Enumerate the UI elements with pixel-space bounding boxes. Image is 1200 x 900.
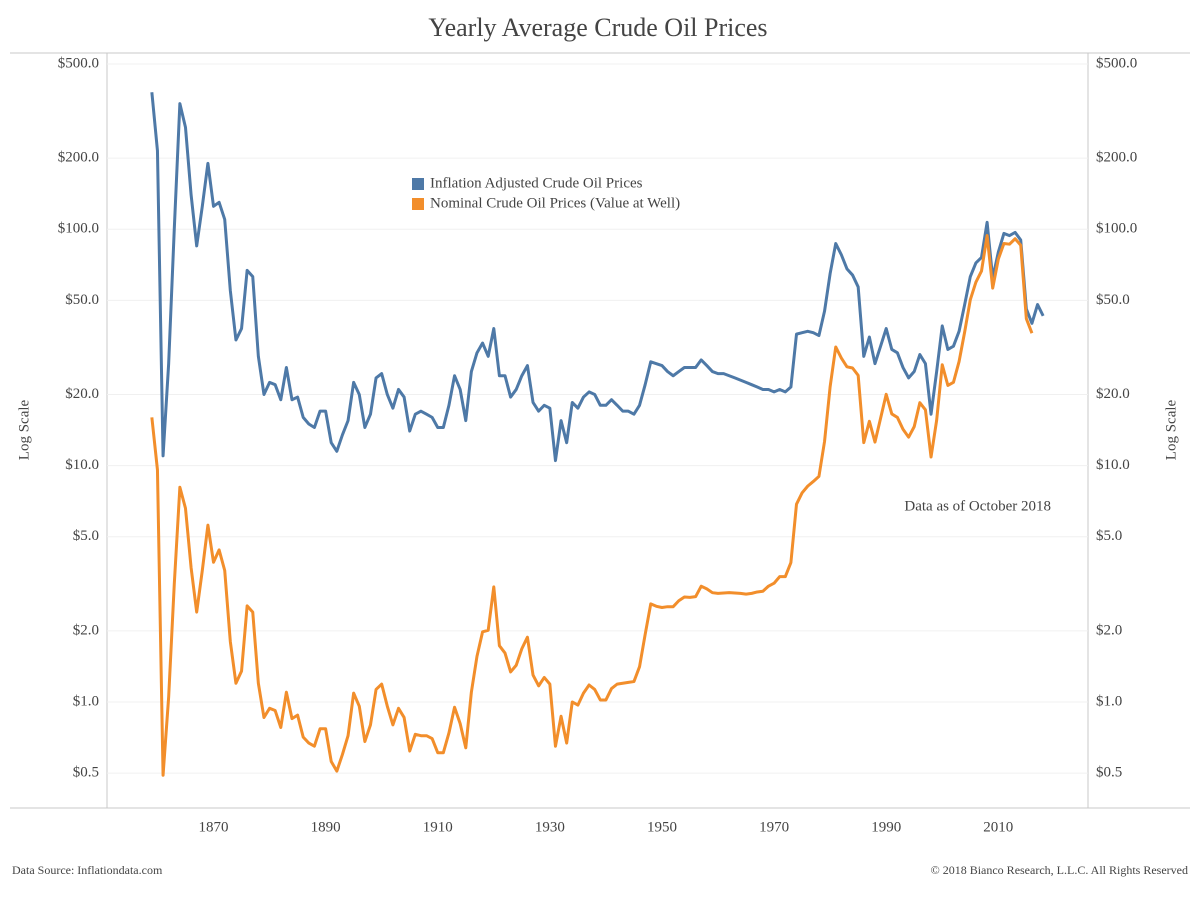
legend-swatch — [412, 178, 424, 190]
x-tick-label: 2010 — [983, 819, 1013, 835]
y2-tick-label: $500.0 — [1096, 55, 1137, 71]
y2-tick-label: $20.0 — [1096, 386, 1130, 402]
y2-tick-label: $2.0 — [1096, 622, 1122, 638]
y-tick-label: $20.0 — [65, 386, 99, 402]
y-tick-label: $0.5 — [73, 765, 99, 781]
y2-tick-label: $200.0 — [1096, 150, 1137, 166]
x-tick-label: 1930 — [535, 819, 565, 835]
y-tick-label: $500.0 — [58, 55, 99, 71]
y-tick-label: $10.0 — [65, 457, 99, 473]
legend-swatch — [412, 198, 424, 210]
x-tick-label: 1870 — [199, 819, 229, 835]
y2-tick-label: $0.5 — [1096, 765, 1122, 781]
y2-tick-label: $100.0 — [1096, 221, 1137, 237]
source: Data Source: Inflationdata.com — [12, 863, 163, 877]
x-tick-label: 1950 — [647, 819, 677, 835]
y2-tick-label: $1.0 — [1096, 693, 1122, 709]
series-line — [150, 92, 1045, 463]
x-tick-label: 1970 — [759, 819, 789, 835]
y2-tick-label: $50.0 — [1096, 292, 1130, 308]
series-line — [150, 234, 1034, 777]
y-tick-label: $2.0 — [73, 622, 99, 638]
y2-tick-label: $5.0 — [1096, 528, 1122, 544]
y-tick-label: $1.0 — [73, 693, 99, 709]
chart-title: Yearly Average Crude Oil Prices — [428, 13, 767, 42]
y-tick-label: $200.0 — [58, 150, 99, 166]
y-axis-label: Log Scale — [16, 399, 32, 460]
copyright: © 2018 Bianco Research, L.L.C. All Right… — [931, 863, 1188, 877]
x-tick-label: 1990 — [871, 819, 901, 835]
annotation: Data as of October 2018 — [904, 498, 1051, 514]
legend-label: Inflation Adjusted Crude Oil Prices — [430, 175, 643, 191]
y2-tick-label: $10.0 — [1096, 457, 1130, 473]
x-tick-label: 1910 — [423, 819, 453, 835]
y2-axis-label: Log Scale — [1163, 399, 1179, 460]
y-tick-label: $50.0 — [65, 292, 99, 308]
legend-label: Nominal Crude Oil Prices (Value at Well) — [430, 195, 680, 211]
y-tick-label: $5.0 — [73, 528, 99, 544]
y-tick-label: $100.0 — [58, 221, 99, 237]
x-tick-label: 1890 — [311, 819, 341, 835]
